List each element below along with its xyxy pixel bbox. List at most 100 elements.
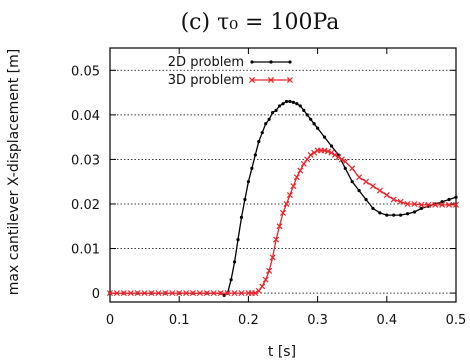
data-point	[376, 187, 383, 194]
data-point	[447, 197, 451, 202]
data-point	[324, 148, 332, 155]
legend-label: 3D problem	[168, 73, 244, 88]
data-point	[342, 158, 349, 165]
data-point	[312, 122, 316, 126]
data-point	[321, 147, 328, 154]
data-point	[356, 174, 363, 181]
data-point	[127, 290, 134, 297]
data-point	[183, 290, 190, 297]
data-point	[113, 290, 120, 297]
data-point	[169, 290, 176, 297]
data-point	[196, 290, 203, 297]
x-tick-label: 0.1	[169, 313, 190, 328]
data-point	[276, 223, 283, 230]
data-point	[357, 188, 361, 193]
y-tick-label: 0.03	[71, 153, 100, 168]
data-point	[269, 254, 276, 261]
data-point	[404, 200, 411, 207]
data-point	[307, 151, 314, 158]
data-point	[224, 290, 231, 297]
data-point	[432, 201, 439, 208]
data-point	[300, 160, 307, 167]
data-point	[350, 180, 354, 184]
data-point	[439, 201, 446, 208]
legend: 2D problem 3D problem	[168, 55, 294, 88]
data-point	[134, 290, 141, 297]
data-point	[418, 201, 425, 208]
legend-marker	[248, 76, 256, 84]
series-layer	[106, 99, 460, 297]
data-point	[390, 196, 397, 203]
y-axis-label: max cantilever X-displacement [m]	[6, 49, 22, 295]
data-point	[210, 290, 217, 297]
data-point	[290, 183, 297, 190]
data-point	[236, 238, 240, 242]
data-point	[277, 104, 282, 108]
data-point	[425, 201, 432, 208]
data-point	[454, 195, 458, 199]
data-point	[309, 117, 313, 121]
data-point	[295, 102, 299, 106]
data-point	[266, 267, 273, 274]
data-point	[419, 206, 423, 211]
data-point	[176, 290, 183, 297]
data-point	[260, 131, 264, 135]
plot-frame	[109, 47, 457, 303]
data-point	[288, 99, 292, 104]
data-point	[338, 156, 345, 163]
data-point	[293, 174, 300, 181]
data-point	[369, 183, 376, 190]
axis-ticks: 0 0.01 0.02 0.03 0.04 0.05 0 0.1 0.2 0.3 0.4 0.5	[71, 48, 466, 328]
data-point	[239, 215, 244, 219]
x-tick-label: 0	[106, 313, 114, 328]
data-point	[264, 122, 268, 126]
series-1	[106, 147, 460, 297]
data-point	[238, 290, 245, 297]
data-point	[399, 213, 403, 217]
data-point	[298, 104, 302, 108]
data-point	[255, 287, 262, 294]
data-point	[322, 135, 327, 139]
data-point	[311, 149, 318, 156]
data-point	[385, 213, 389, 217]
data-point	[222, 293, 226, 297]
data-point	[231, 290, 238, 297]
data-point	[364, 197, 368, 202]
data-point	[271, 111, 275, 115]
data-point	[371, 206, 375, 211]
data-point	[281, 102, 285, 106]
data-point	[283, 200, 290, 207]
data-point	[141, 290, 148, 297]
data-point	[452, 201, 460, 208]
chart-title: (c) τ₀ = 100Pa	[181, 10, 340, 35]
y-tick-label: 0.01	[71, 243, 100, 258]
data-point	[305, 113, 309, 117]
data-point	[331, 151, 338, 158]
data-point	[252, 290, 259, 297]
data-point	[273, 236, 280, 243]
data-point	[190, 290, 197, 297]
data-point	[286, 192, 293, 199]
data-point	[155, 290, 162, 297]
data-point	[246, 180, 250, 184]
data-point	[297, 167, 304, 174]
legend-marker	[267, 76, 275, 84]
y-tick-label: 0.04	[71, 109, 100, 124]
data-point	[120, 290, 127, 297]
x-tick-label: 0.5	[446, 313, 467, 328]
x-tick-label: 0.4	[376, 313, 397, 328]
data-point	[274, 108, 278, 112]
data-point	[349, 165, 356, 172]
legend-marker	[288, 60, 292, 64]
x-axis-label: t [s]	[268, 344, 296, 360]
series-line	[110, 100, 457, 297]
x-tick-label: 0.2	[238, 313, 259, 328]
data-point	[243, 197, 247, 202]
data-point	[203, 290, 210, 297]
data-point	[383, 192, 390, 199]
data-point	[378, 211, 382, 215]
data-point	[328, 149, 335, 156]
data-point	[304, 156, 311, 163]
data-point	[440, 200, 444, 204]
data-point	[253, 153, 257, 157]
